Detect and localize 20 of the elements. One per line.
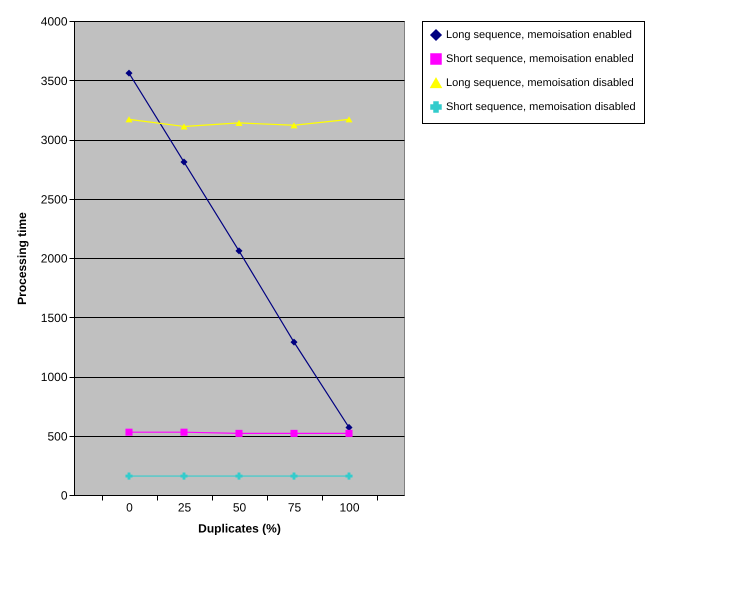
legend-label: Short sequence, memoisation disabled [446,101,636,113]
y-tick-label: 3000 [40,133,68,147]
y-axis-title: Processing time [14,212,29,305]
x-tick-label: 100 [339,500,360,514]
legend-label: Long sequence, memoisation disabled [446,77,634,89]
x-tick-label: 0 [126,500,134,514]
y-tick-label: 3500 [40,74,68,88]
legend-label: Short sequence, memoisation enabled [446,53,634,65]
y-tick-label: 2000 [40,252,68,266]
y-tick-label: 0 [60,488,68,502]
x-tick-label: 25 [178,500,192,514]
y-tick-label: 1500 [40,310,68,325]
legend-label: Long sequence, memoisation enabled [446,29,632,41]
y-tick-label: 2500 [40,192,68,206]
y-tick-label: 500 [47,429,68,444]
y-tick-label: 4000 [40,14,68,28]
x-tick-label: 50 [232,500,246,514]
x-axis-title: Duplicates (%) [198,522,281,536]
y-tick-label: 1000 [40,370,68,384]
x-tick-label: 75 [288,500,302,514]
